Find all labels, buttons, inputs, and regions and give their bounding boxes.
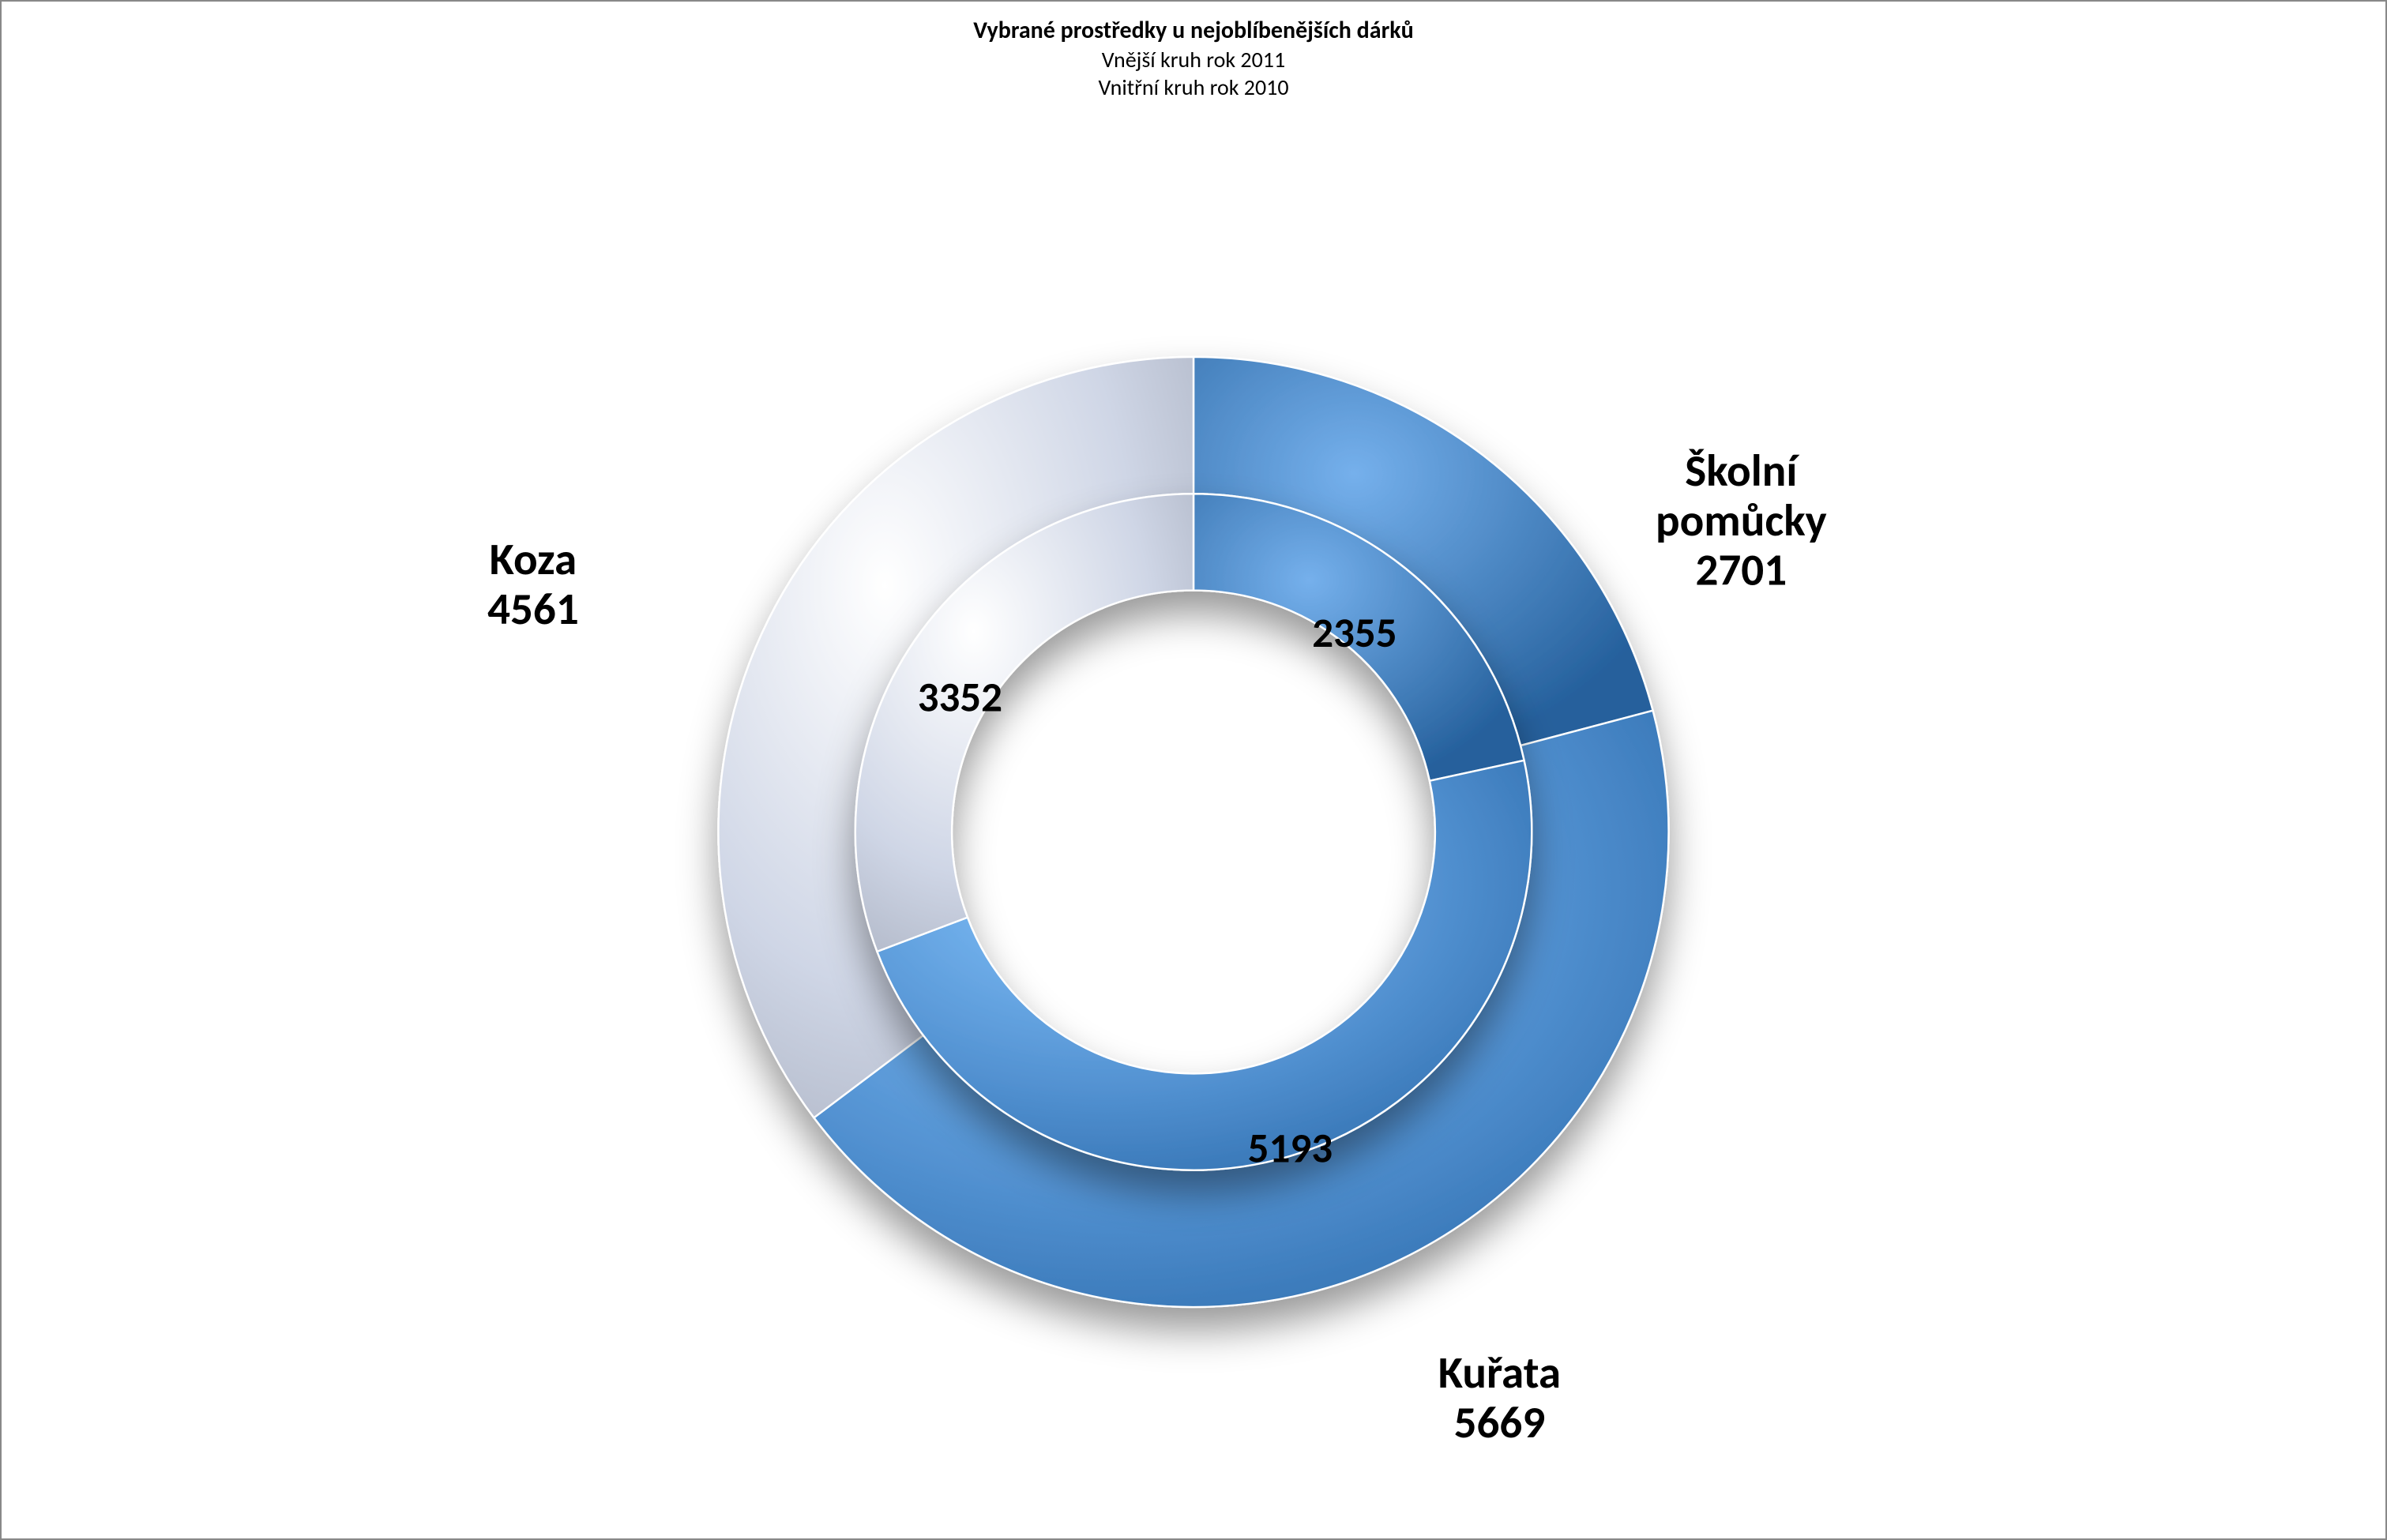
double-donut-chart: Školnípomůcky2701 Kuřata5669 Koza4561 2355 5… — [2, 109, 2385, 1539]
inner-label-1: 5193 — [1248, 1123, 1333, 1174]
chart-container: Vybrané prostředky u nejoblíbenějších dá… — [0, 0, 2387, 1540]
chart-title-block: Vybrané prostředky u nejoblíbenějších dá… — [973, 16, 1414, 101]
chart-title-main: Vybrané prostředky u nejoblíbenějších dá… — [973, 16, 1414, 46]
outer-label-0: Školnípomůcky2701 — [1656, 444, 1827, 598]
outer-label-2: Koza4561 — [487, 532, 579, 637]
inner-label-0: 2355 — [1312, 607, 1396, 658]
inner-label-2: 3352 — [918, 672, 1002, 723]
chart-title-sub1: Vnější kruh rok 2011 — [973, 46, 1414, 73]
chart-title-sub2: Vnitřní kruh rok 2010 — [973, 73, 1414, 101]
outer-label-1: Kuřata5669 — [1438, 1345, 1561, 1449]
chart-svg-wrap: Školnípomůcky2701 Kuřata5669 Koza4561 2355 5… — [2, 109, 2385, 1539]
donut-ring-inner — [855, 494, 1532, 1170]
